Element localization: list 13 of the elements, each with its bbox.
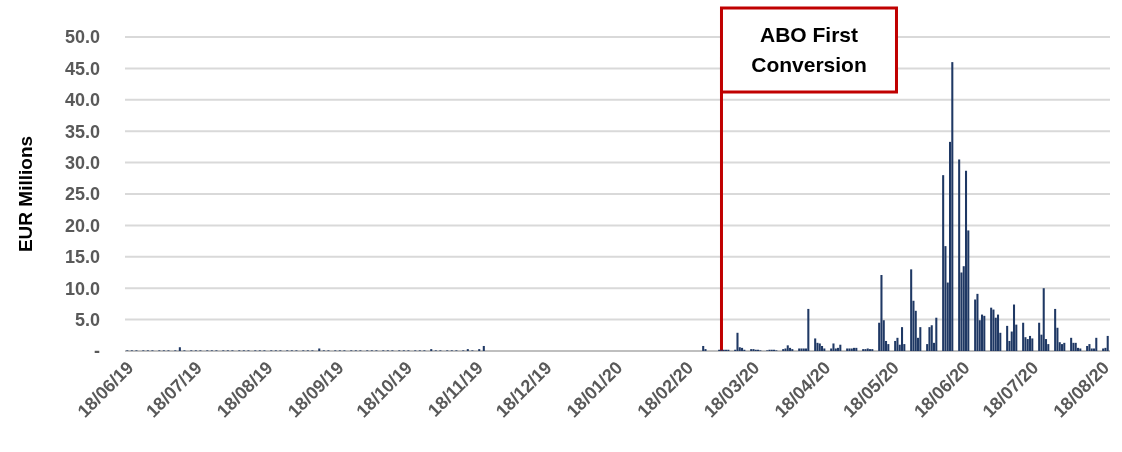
y-tick-label: 35.0	[64, 121, 100, 142]
y-tick-label: 5.0	[74, 309, 100, 330]
y-tick-label: 45.0	[64, 58, 100, 79]
y-tick-label: 15.0	[64, 247, 100, 268]
ref-line-label: ABO First Conversion	[751, 23, 867, 77]
y-tick-label: -	[94, 341, 100, 362]
y-tick-label: 40.0	[64, 90, 100, 111]
y-tick-label: 50.0	[64, 27, 100, 48]
y-tick-label: 10.0	[64, 278, 100, 299]
y-tick-label: 20.0	[64, 215, 100, 236]
y-axis-title: EUR Millions	[15, 135, 36, 253]
y-tick-label: 25.0	[64, 184, 100, 205]
y-tick-label: 30.0	[64, 152, 100, 173]
